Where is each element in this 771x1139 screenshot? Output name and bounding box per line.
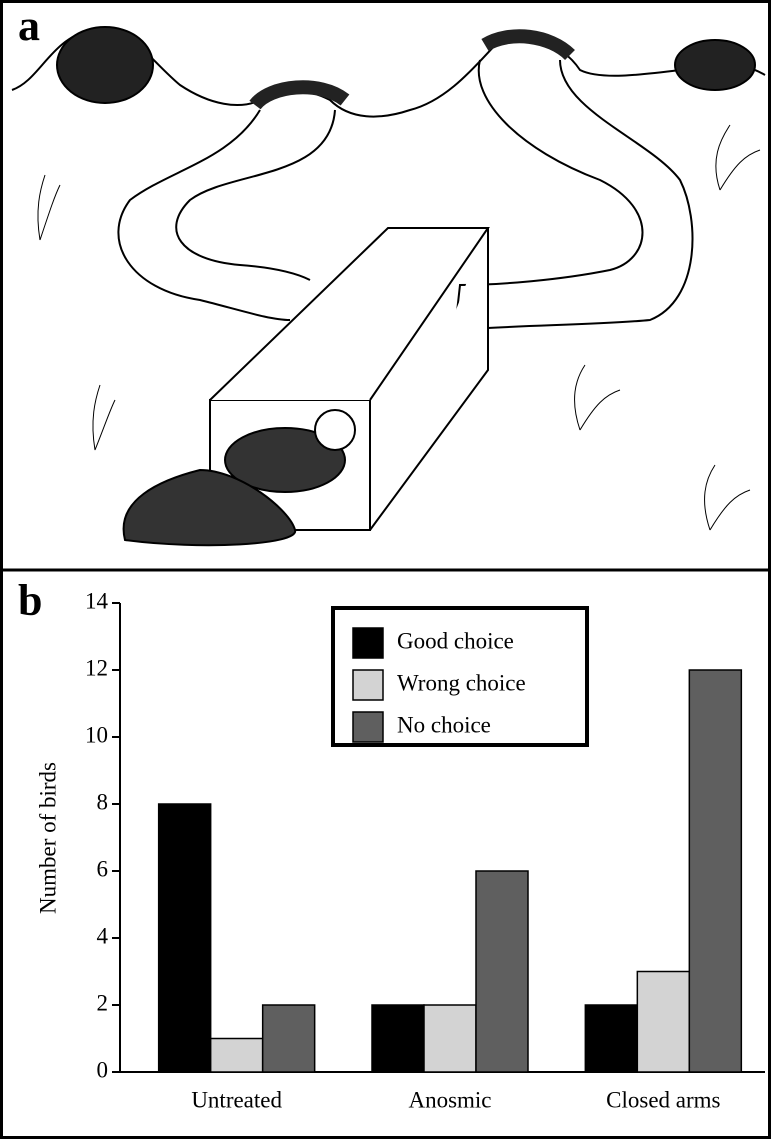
y-tick-label: 12 — [85, 655, 108, 680]
tube — [455, 60, 692, 330]
burrow — [675, 40, 755, 90]
plant — [716, 125, 760, 190]
y-tick-label: 0 — [97, 1057, 109, 1082]
y-tick-label: 10 — [85, 722, 108, 747]
bar — [637, 972, 689, 1073]
bar — [476, 871, 528, 1072]
plant — [705, 465, 750, 530]
x-tick-label: Anosmic — [408, 1087, 491, 1112]
y-tick-label: 2 — [97, 990, 109, 1015]
plant — [38, 175, 60, 240]
y-axis-label: Number of birds — [35, 762, 60, 914]
legend-swatch — [353, 628, 383, 658]
page: a b Number of birds 0 2 4 6 8 10 12 14 Untreated… — [0, 0, 771, 1139]
illustration — [12, 27, 765, 545]
plant — [575, 365, 620, 430]
bar — [263, 1005, 315, 1072]
y-tick-label: 6 — [97, 856, 109, 881]
legend-swatch — [353, 670, 383, 700]
tube — [176, 110, 335, 280]
figure: a b Number of birds 0 2 4 6 8 10 12 14 Untreated… — [0, 0, 771, 1139]
tube — [118, 110, 290, 320]
panel-label: b — [18, 576, 42, 625]
legend-label: No choice — [397, 712, 491, 737]
legend: Good choice Wrong choice No choice — [333, 608, 587, 745]
legend-label: Wrong choice — [397, 670, 526, 695]
legend-label: Good choice — [397, 628, 514, 653]
y-tick-label: 14 — [85, 588, 109, 613]
panel-label: a — [18, 1, 40, 50]
bird-head — [315, 410, 355, 450]
plant — [93, 385, 115, 450]
bar — [585, 1005, 637, 1072]
y-tick-label: 8 — [97, 789, 109, 814]
bar — [424, 1005, 476, 1072]
bar — [159, 804, 211, 1072]
bar — [372, 1005, 424, 1072]
burrow — [57, 27, 153, 103]
x-tick-label: Untreated — [191, 1087, 282, 1112]
burrow — [485, 36, 570, 55]
legend-swatch — [353, 712, 383, 742]
x-tick-label: Closed arms — [606, 1087, 720, 1112]
bar — [689, 670, 741, 1072]
y-tick-label: 4 — [97, 923, 109, 948]
bar — [211, 1039, 263, 1073]
